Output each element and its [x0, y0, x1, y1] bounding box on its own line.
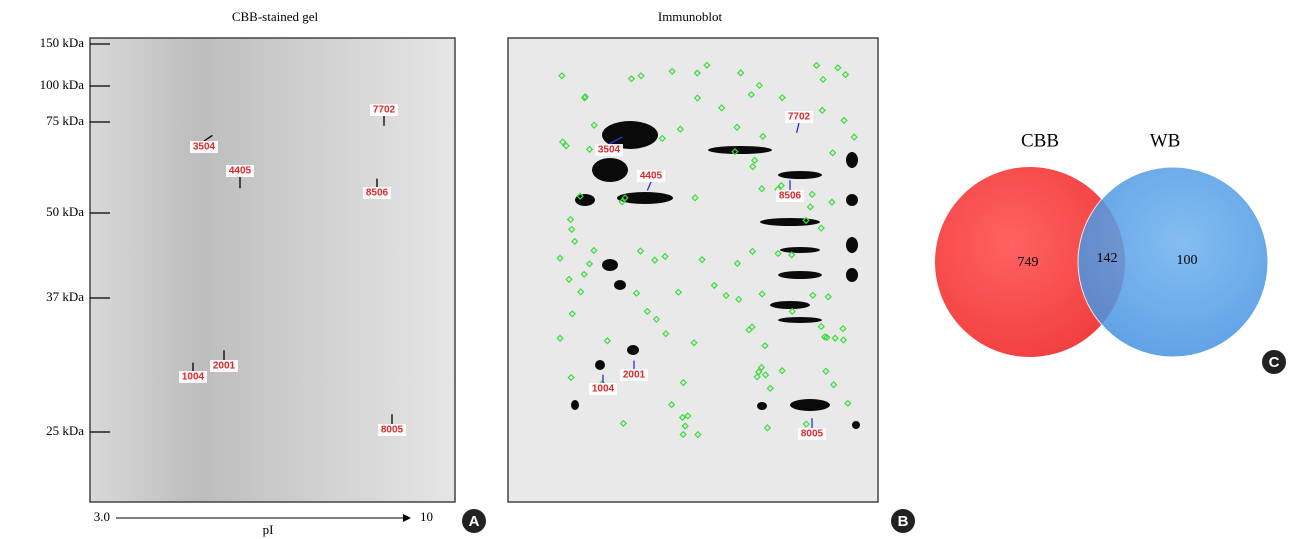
spot-label: 3504 — [193, 142, 216, 153]
protein-spot — [757, 402, 767, 410]
protein-spot — [760, 218, 820, 226]
protein-spot — [614, 280, 626, 290]
panel-b-title: Immunoblot — [658, 9, 723, 24]
protein-spot — [846, 237, 858, 253]
mw-label: 75 kDa — [46, 113, 84, 128]
panel-letter: A — [469, 513, 480, 530]
protein-spot — [627, 345, 639, 355]
spot-label: 4405 — [640, 171, 663, 182]
protein-spot — [778, 271, 822, 279]
spot-label: 7702 — [788, 112, 811, 123]
protein-spot — [708, 146, 772, 154]
venn-count: 749 — [1018, 255, 1039, 270]
protein-spot — [595, 360, 605, 370]
protein-spot — [778, 317, 822, 323]
protein-spot — [602, 259, 618, 271]
spot-label: 1004 — [592, 384, 615, 395]
panel-a-title: CBB-stained gel — [232, 9, 319, 24]
pi-end: 10 — [420, 509, 433, 524]
spot-label: 3504 — [598, 145, 621, 156]
pi-start: 3.0 — [94, 509, 110, 524]
venn-label: CBB — [1021, 130, 1059, 151]
protein-spot — [790, 399, 830, 411]
spot-label: 2001 — [623, 370, 646, 381]
protein-spot — [846, 194, 858, 206]
protein-spot — [846, 268, 858, 282]
protein-spot — [780, 247, 820, 253]
spot-label: 2001 — [213, 361, 236, 372]
protein-spot — [770, 301, 810, 309]
spot-label: 8506 — [779, 191, 802, 202]
mw-label: 50 kDa — [46, 204, 84, 219]
venn-count: 100 — [1177, 253, 1198, 268]
protein-spot — [846, 152, 858, 168]
mw-label: 25 kDa — [46, 423, 84, 438]
spot-label: 4405 — [229, 166, 252, 177]
panel-letter: B — [898, 513, 909, 530]
spot-label: 8005 — [801, 429, 824, 440]
protein-spot — [571, 400, 579, 410]
protein-spot — [592, 158, 628, 182]
venn-count: 142 — [1097, 251, 1118, 266]
mw-label: 37 kDa — [46, 289, 84, 304]
spot-label: 8005 — [381, 425, 404, 436]
mw-label: 150 kDa — [40, 35, 85, 50]
spot-label: 8506 — [366, 188, 389, 199]
protein-spot — [852, 421, 860, 429]
mw-label: 100 kDa — [40, 77, 85, 92]
panel-letter: C — [1269, 354, 1280, 371]
spot-label: 1004 — [182, 372, 205, 383]
venn-label: WB — [1150, 130, 1181, 151]
pi-label: pI — [263, 522, 274, 537]
figure: CBB-stained gel Immunoblot 150 kDa 100 kD… — [0, 0, 1292, 539]
protein-spot — [778, 171, 822, 179]
spot-label: 7702 — [373, 105, 396, 116]
venn: CBB WB 749 142 100 — [935, 130, 1268, 357]
